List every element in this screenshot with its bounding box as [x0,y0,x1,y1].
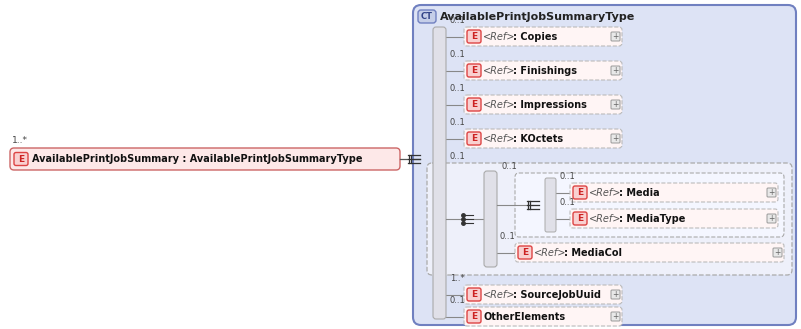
Text: E: E [471,134,477,143]
FancyBboxPatch shape [611,100,620,109]
Text: 0..1: 0..1 [500,232,516,241]
Text: +: + [775,248,781,257]
FancyBboxPatch shape [611,32,620,41]
FancyBboxPatch shape [464,129,622,148]
FancyBboxPatch shape [464,285,622,304]
FancyBboxPatch shape [611,134,620,143]
Text: AvailablePrintJobSummaryType: AvailablePrintJobSummaryType [440,12,635,21]
Text: 0..1: 0..1 [450,84,465,93]
FancyBboxPatch shape [545,178,556,232]
FancyBboxPatch shape [467,132,481,145]
FancyBboxPatch shape [464,307,622,326]
FancyBboxPatch shape [515,173,784,237]
Text: 0..1: 0..1 [450,50,465,59]
FancyBboxPatch shape [573,212,587,225]
FancyBboxPatch shape [464,61,622,80]
Text: : Media: : Media [619,188,660,197]
Text: 0..1: 0..1 [559,198,575,207]
FancyBboxPatch shape [773,248,782,257]
Text: <Ref>: <Ref> [483,32,515,41]
Text: : Finishings: : Finishings [513,65,577,75]
FancyBboxPatch shape [427,163,792,275]
Text: : MediaCol: : MediaCol [564,247,622,258]
Text: 0..1: 0..1 [450,152,465,161]
Text: 0..1: 0..1 [501,162,517,171]
Text: +: + [768,214,775,223]
Text: E: E [577,188,583,197]
Text: +: + [768,188,775,197]
Text: AvailablePrintJobSummary : AvailablePrintJobSummaryType: AvailablePrintJobSummary : AvailablePrin… [32,154,363,164]
FancyBboxPatch shape [433,27,446,319]
Text: +: + [612,290,618,299]
Text: <Ref>: <Ref> [483,99,515,110]
Text: E: E [471,290,477,299]
Text: <Ref>: <Ref> [589,188,622,197]
Text: 0..1: 0..1 [450,16,465,25]
Text: <Ref>: <Ref> [483,290,515,299]
Text: E: E [577,214,583,223]
Text: E: E [522,248,528,257]
Text: +: + [612,32,618,41]
FancyBboxPatch shape [467,288,481,301]
Text: <Ref>: <Ref> [589,214,622,223]
FancyBboxPatch shape [570,183,778,202]
FancyBboxPatch shape [413,5,796,325]
Text: E: E [471,66,477,75]
FancyBboxPatch shape [767,214,776,223]
Text: 0..1: 0..1 [559,172,575,181]
FancyBboxPatch shape [467,98,481,111]
FancyBboxPatch shape [484,171,497,267]
FancyBboxPatch shape [14,153,28,165]
FancyBboxPatch shape [464,27,622,46]
Text: E: E [18,155,24,164]
FancyBboxPatch shape [418,10,436,23]
Text: 0..1: 0..1 [450,296,465,305]
Text: 1..*: 1..* [450,274,465,283]
Text: +: + [612,66,618,75]
Text: E: E [471,312,477,321]
Text: : SourceJobUuid: : SourceJobUuid [513,290,601,299]
FancyBboxPatch shape [611,312,620,321]
Text: : KOctets: : KOctets [513,134,563,143]
Text: : MediaType: : MediaType [619,214,686,223]
Text: 0..1: 0..1 [450,118,465,127]
FancyBboxPatch shape [573,186,587,199]
Text: : Copies: : Copies [513,32,557,41]
FancyBboxPatch shape [518,246,532,259]
Text: <Ref>: <Ref> [534,247,566,258]
Text: E: E [471,100,477,109]
Text: <Ref>: <Ref> [483,134,515,143]
FancyBboxPatch shape [464,95,622,114]
Text: <Ref>: <Ref> [483,65,515,75]
Text: 1..*: 1..* [12,136,28,145]
FancyBboxPatch shape [467,310,481,323]
Text: +: + [612,134,618,143]
Text: +: + [612,312,618,321]
FancyBboxPatch shape [611,290,620,299]
FancyBboxPatch shape [10,148,400,170]
FancyBboxPatch shape [467,64,481,77]
FancyBboxPatch shape [467,30,481,43]
FancyBboxPatch shape [570,209,778,228]
Text: +: + [612,100,618,109]
FancyBboxPatch shape [515,243,784,262]
Text: CT: CT [421,12,433,21]
Text: E: E [471,32,477,41]
Text: : Impressions: : Impressions [513,99,587,110]
FancyBboxPatch shape [767,188,776,197]
FancyBboxPatch shape [611,66,620,75]
Text: OtherElements: OtherElements [483,312,566,321]
